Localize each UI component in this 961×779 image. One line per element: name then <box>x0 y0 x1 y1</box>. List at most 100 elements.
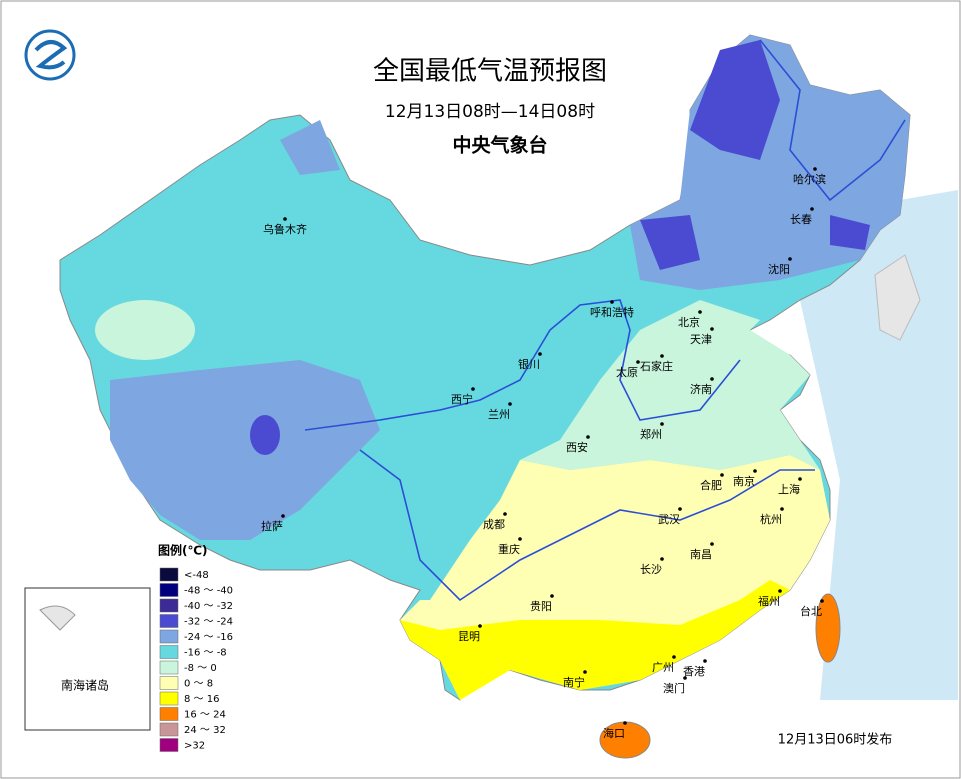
sea <box>800 190 958 700</box>
city-dot <box>538 352 542 356</box>
city-label: 贵阳 <box>530 600 552 613</box>
city-dot <box>550 594 554 598</box>
city-dot <box>710 377 714 381</box>
city-label: 杭州 <box>760 512 782 526</box>
legend-swatch <box>159 645 179 659</box>
city-label: 银川 <box>518 357 540 371</box>
legend-label: -16 ～ -8 <box>184 648 227 659</box>
subtitle: 12月13日08时—14日08时 <box>385 102 595 122</box>
city-dot <box>660 557 664 561</box>
city-dot <box>660 354 664 358</box>
city-label: 长春 <box>790 213 812 226</box>
city-dot <box>780 507 784 511</box>
city-label: 天津 <box>690 333 712 346</box>
city-label: 沈阳 <box>768 262 790 276</box>
inset-land <box>39 605 76 631</box>
legend-label: <-48 <box>184 570 209 581</box>
region-cold-3 <box>830 215 870 250</box>
legend-title: 图例(℃) <box>158 543 208 558</box>
city-dot <box>623 721 627 725</box>
legend-swatch <box>159 738 179 752</box>
inset-label: 南海诸岛 <box>61 678 109 693</box>
yangtze-river <box>359 449 815 602</box>
agency: 中央气象台 <box>452 134 547 157</box>
city-dot <box>503 512 507 516</box>
city-dot <box>636 360 640 364</box>
city-label: 广州 <box>652 661 674 674</box>
city-label: 西宁 <box>451 392 473 406</box>
region-basin <box>95 300 195 360</box>
city-label: 香港 <box>683 665 705 678</box>
title: 全国最低气温预报图 <box>373 57 607 87</box>
korea <box>874 254 921 341</box>
city-dot <box>508 402 512 406</box>
city-label: 昆明 <box>458 630 480 643</box>
legend-label: 8 ～ 16 <box>184 694 219 705</box>
city-dot <box>583 670 587 674</box>
legend-swatch <box>159 722 179 737</box>
region-north-plain <box>520 300 820 470</box>
city-label: 成都 <box>483 518 505 531</box>
city-dot <box>813 167 817 171</box>
issued: 12月13日06时发布 <box>778 732 893 748</box>
city-dot <box>660 422 664 426</box>
region-altai <box>280 120 340 175</box>
city-dot <box>820 599 824 603</box>
city-label: 澳门 <box>663 681 685 695</box>
legend-label: -32 ～ -24 <box>184 617 233 628</box>
region-cold-4 <box>250 415 280 455</box>
legend-swatch <box>159 707 179 721</box>
region-cold-2 <box>640 215 700 270</box>
city-dot <box>698 310 702 314</box>
city-dot <box>678 507 682 511</box>
city-label: 西安 <box>566 440 588 454</box>
city-label: 北京 <box>678 315 700 329</box>
taiwan <box>815 593 841 663</box>
city-label: 武汉 <box>658 513 680 526</box>
legend-label: -8 ～ 0 <box>184 663 217 674</box>
legend-label: 16 ～ 24 <box>184 710 226 721</box>
city-dot <box>798 477 802 481</box>
city-label: 乌鲁木齐 <box>263 222 307 236</box>
city-dot <box>788 257 792 261</box>
city-dot <box>710 542 714 546</box>
city-dot <box>703 659 707 663</box>
city-label: 合肥 <box>700 478 722 492</box>
legend-swatch <box>159 614 179 628</box>
rivers <box>304 39 906 602</box>
legend-label: -40 ～ -32 <box>184 601 233 612</box>
legend-swatch <box>159 691 179 706</box>
city-label: 拉萨 <box>261 519 283 533</box>
yellow-river <box>304 299 741 431</box>
legend-swatch <box>159 629 179 644</box>
logo-mark <box>34 40 68 70</box>
city-dot <box>753 469 757 473</box>
city-label: 太原 <box>616 366 638 379</box>
city-dot <box>672 655 676 659</box>
city-label: 上海 <box>778 482 800 496</box>
legend-label: -48 ～ -40 <box>184 586 233 597</box>
city-dot <box>610 300 614 304</box>
city-dot <box>810 207 814 211</box>
city-label: 长沙 <box>640 563 662 576</box>
legend-swatch <box>159 567 179 582</box>
city-label: 哈尔滨 <box>793 172 826 186</box>
city-label: 呼和浩特 <box>590 305 634 319</box>
legend-label: -24 ～ -16 <box>184 632 233 643</box>
legend-label: 24 ～ 32 <box>184 725 226 736</box>
legend-swatch <box>159 660 179 675</box>
legend-label: 0 ～ 8 <box>184 679 213 690</box>
city-label: 海口 <box>603 726 625 740</box>
city-dot <box>720 473 724 477</box>
city-label: 重庆 <box>498 542 520 556</box>
city-dot <box>478 624 482 628</box>
city-dot <box>281 514 285 518</box>
city-label: 福州 <box>758 594 780 608</box>
city-label: 石家庄 <box>640 359 673 373</box>
city-label: 南京 <box>733 474 755 488</box>
region-tibet <box>110 360 380 540</box>
logo <box>24 29 76 81</box>
legend-swatch <box>159 676 179 690</box>
city-label: 济南 <box>690 382 712 396</box>
